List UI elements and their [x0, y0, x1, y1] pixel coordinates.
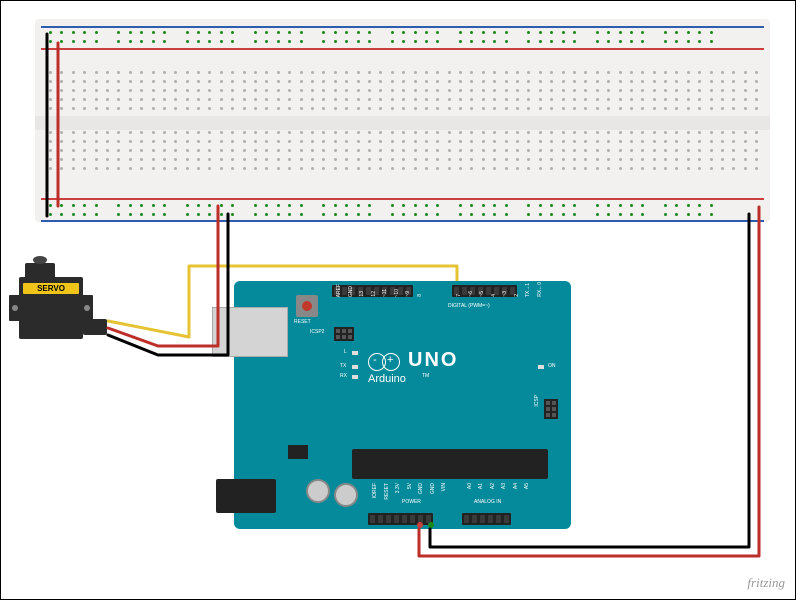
digital-section-label: DIGITAL (PWM=~) — [448, 303, 490, 309]
arduino-brand-label: Arduino — [368, 373, 406, 385]
led-l — [352, 351, 358, 355]
rail-bottom-blue — [41, 220, 764, 222]
pin-gnd-indicator — [428, 522, 434, 528]
led-l-label: L — [344, 349, 347, 355]
led-rx-label: RX — [340, 373, 347, 379]
led-tx-label: TX — [340, 363, 346, 369]
power-header[interactable] — [368, 513, 433, 525]
analog-section-label: ANALOG IN — [474, 499, 501, 505]
servo-mount-hole — [84, 305, 90, 311]
led-tx — [352, 365, 358, 369]
breadboard — [35, 19, 770, 222]
led-rx — [352, 375, 358, 379]
icsp-label: ICSP — [534, 395, 540, 407]
icsp2-label: ICSP2 — [310, 329, 324, 335]
voltage-regulator — [288, 445, 308, 459]
reset-button-cap — [302, 301, 312, 311]
led-on-label: ON — [548, 363, 556, 369]
atmega-chip — [352, 449, 548, 479]
led-on — [538, 365, 544, 369]
reset-label: RESET — [294, 319, 311, 325]
circuit-canvas: SERVO RESET ICSP2 ICSP — [1, 1, 795, 599]
uno-label: UNO — [408, 349, 458, 372]
tm-label: TM — [422, 373, 429, 379]
reset-button[interactable] — [296, 295, 318, 317]
icsp2-header[interactable] — [334, 327, 354, 341]
capacitor — [306, 479, 330, 503]
breadboard-center-gap — [35, 116, 770, 130]
rail-top-blue — [41, 26, 764, 28]
icsp-header[interactable] — [544, 399, 558, 419]
servo-label: SERVO — [23, 283, 79, 294]
servo-connector — [83, 319, 107, 335]
analog-header[interactable] — [462, 513, 511, 525]
fritzing-watermark: fritzing — [747, 575, 785, 591]
rail-bottom-red — [41, 198, 764, 200]
capacitor — [334, 483, 358, 507]
arduino-uno-board: RESET ICSP2 ICSP - + UNO Arduino TM — [234, 281, 571, 529]
servo-horn — [33, 256, 47, 264]
power-section-label: POWER — [402, 499, 421, 505]
usb-port — [212, 307, 288, 357]
rail-top-red — [41, 48, 764, 50]
servo-gearbox — [25, 263, 55, 279]
pin-5v-indicator — [417, 522, 423, 528]
barrel-jack — [216, 479, 276, 513]
servo-mount-hole — [12, 305, 18, 311]
